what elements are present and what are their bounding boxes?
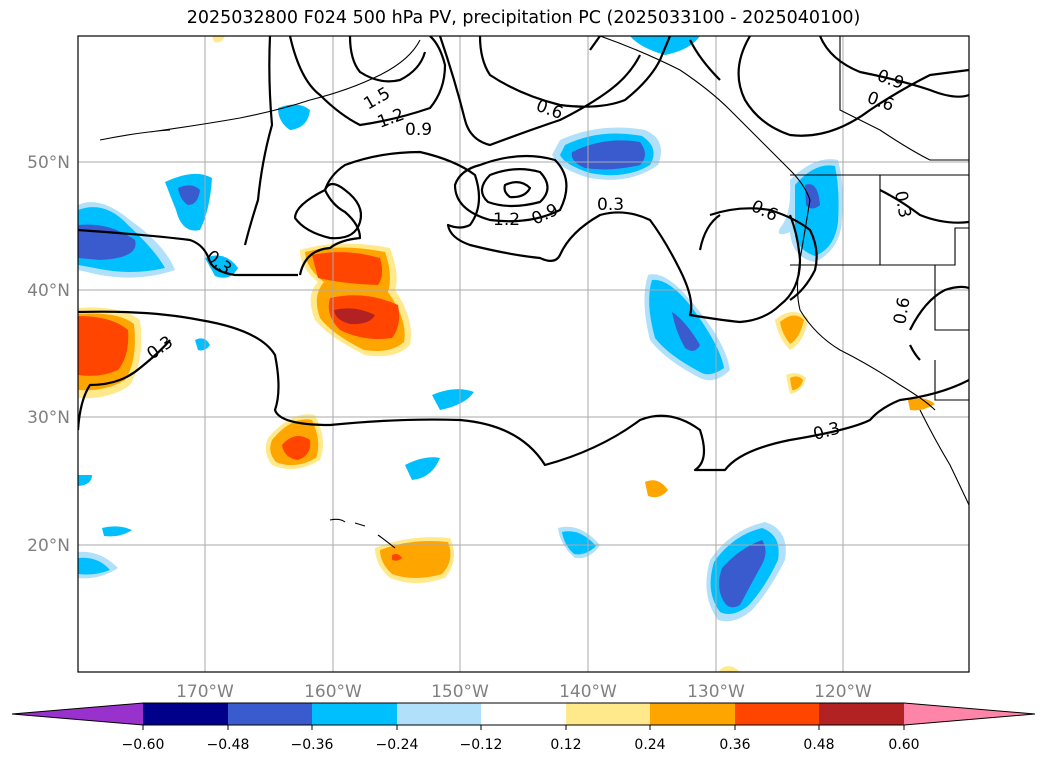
colorbar-segment [735,703,819,725]
lon-label: 160°W [304,682,362,702]
colorbar-segment [819,703,904,725]
contour-label: 0.3 [597,195,624,215]
map-title: 2025032800 F024 500 hPa PV, precipitatio… [186,8,861,28]
latitude-labels: 50°N 40°N 30°N 20°N [27,153,70,556]
colorbar-tick-label: 0.12 [550,737,581,753]
lat-label: 20°N [27,536,70,556]
map-frame [77,35,970,673]
precip-shading [78,36,935,672]
colorbar-extend-low [12,703,143,725]
colorbar-segment [481,703,566,725]
contour-label: 0.3 [143,332,177,364]
longitude-labels: 170°W 160°W 150°W 140°W 130°W 120°W [176,682,872,702]
lat-label: 50°N [27,153,70,173]
colorbar-tick-label: 0.48 [803,737,834,753]
colorbar: −0.60 −0.48 −0.36 −0.24 −0.12 0.12 0.24 … [11,702,1036,753]
contour-label: 0.6 [748,196,781,226]
colorbar-tick-label: −0.60 [122,737,165,753]
colorbar-segment [650,703,735,725]
graticule [78,36,969,672]
lat-label: 40°N [27,281,70,301]
colorbar-tick-label: −0.48 [207,737,250,753]
colorbar-segment [312,703,397,725]
colorbar-tick-label: 0.60 [888,737,919,753]
lon-label: 120°W [814,682,872,702]
colorbar-extend-high [904,703,1035,725]
colorbar-tick-label: 0.24 [634,737,665,753]
lon-label: 140°W [559,682,617,702]
colorbar-ticks [142,725,905,730]
lon-label: 130°W [687,682,745,702]
colorbar-segment [397,703,481,725]
lat-label: 30°N [27,408,70,428]
map-content: 0.3 0.3 0.3 0.3 0.3 0.6 0.6 0.6 0.6 0.9 … [78,36,969,672]
colorbar-segment [228,703,312,725]
colorbar-tick-label: −0.36 [291,737,334,753]
contour-label: 0.9 [405,120,432,140]
pv-contours [78,36,969,472]
colorbar-tick-label: −0.12 [460,737,503,753]
lon-label: 150°W [431,682,489,702]
colorbar-segment [566,703,650,725]
coastlines [99,36,969,549]
colorbar-segment [143,703,228,725]
colorbar-tick-label: −0.24 [376,737,419,753]
lon-label: 170°W [176,682,234,702]
colorbar-tick-label: 0.36 [719,737,750,753]
contour-label: 1.2 [493,210,520,230]
contour-label: 0.6 [890,296,914,326]
contour-label: 0.3 [890,189,914,219]
contour-label: 0.3 [811,419,842,445]
